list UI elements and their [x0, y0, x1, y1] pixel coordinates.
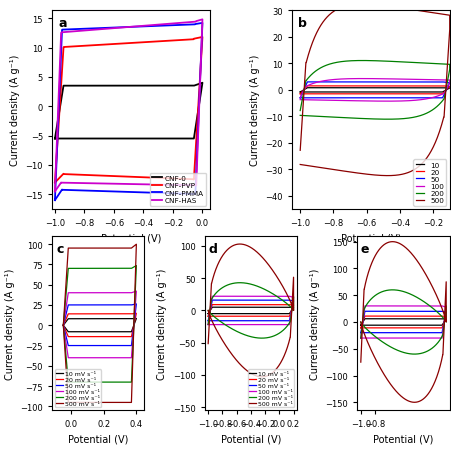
CNF-0 [117, 137, 122, 142]
CNF-PVP [52, 180, 58, 186]
CNF-PMMA [52, 198, 58, 203]
Text: b: b [298, 17, 306, 30]
Line: CNF-0: CNF-0 [55, 83, 202, 139]
CNF-PMMA [82, 27, 87, 32]
CNF-HAS [182, 21, 187, 26]
CNF-PVP [111, 174, 117, 179]
Legend: 10, 20, 50, 100, 200, 500: 10, 20, 50, 100, 200, 500 [413, 160, 445, 206]
Line: CNF-PMMA: CNF-PMMA [55, 24, 202, 201]
CNF-0 [52, 137, 58, 142]
CNF-0 [52, 137, 58, 142]
CNF-0 [111, 137, 117, 142]
CNF-HAS [117, 182, 122, 187]
Line: CNF-HAS: CNF-HAS [55, 20, 202, 192]
CNF-0 [182, 84, 187, 89]
X-axis label: Potential (V): Potential (V) [68, 434, 128, 444]
CNF-0 [199, 81, 205, 86]
CNF-HAS [199, 18, 205, 23]
CNF-PMMA [182, 23, 187, 28]
Y-axis label: Current density (A g⁻¹): Current density (A g⁻¹) [157, 268, 167, 379]
Y-axis label: Current density (A g⁻¹): Current density (A g⁻¹) [309, 268, 319, 379]
CNF-0 [144, 137, 150, 142]
CNF-HAS [52, 189, 58, 195]
CNF-0 [171, 84, 177, 89]
CNF-PMMA [52, 198, 58, 203]
CNF-PVP [82, 44, 87, 49]
X-axis label: Potential (V): Potential (V) [340, 233, 400, 243]
Text: d: d [208, 242, 216, 255]
CNF-PVP [117, 174, 122, 179]
X-axis label: Potential (V): Potential (V) [101, 233, 161, 243]
CNF-PVP [199, 35, 205, 41]
Legend: 10 mV s⁻¹, 20 mV s⁻¹, 50 mV s⁻¹, 100 mV s⁻¹, 200 mV s⁻¹, 500 mV s⁻¹: 10 mV s⁻¹, 20 mV s⁻¹, 50 mV s⁻¹, 100 mV … [55, 369, 101, 407]
Legend: 10 mV s⁻¹, 20 mV s⁻¹, 50 mV s⁻¹, 100 mV s⁻¹, 200 mV s⁻¹, 500 mV s⁻¹: 10 mV s⁻¹, 20 mV s⁻¹, 50 mV s⁻¹, 100 mV … [247, 369, 293, 407]
X-axis label: Potential (V): Potential (V) [220, 434, 281, 444]
CNF-PVP [52, 180, 58, 186]
Legend: CNF-0, CNF-PVP, CNF-PMMA, CNF-HAS: CNF-0, CNF-PVP, CNF-PMMA, CNF-HAS [149, 173, 206, 206]
CNF-PMMA [117, 189, 122, 195]
CNF-PVP [171, 39, 177, 44]
Text: e: e [360, 242, 368, 255]
CNF-HAS [52, 189, 58, 195]
Y-axis label: Current density (A g⁻¹): Current density (A g⁻¹) [5, 268, 14, 379]
CNF-HAS [171, 22, 177, 27]
CNF-PMMA [171, 23, 177, 29]
CNF-HAS [111, 182, 117, 187]
CNF-PMMA [144, 190, 150, 196]
CNF-PVP [144, 175, 150, 181]
X-axis label: Potential (V): Potential (V) [373, 434, 433, 444]
CNF-HAS [82, 29, 87, 34]
Text: c: c [56, 242, 64, 255]
CNF-0 [82, 84, 87, 89]
Text: a: a [58, 17, 67, 30]
CNF-HAS [144, 182, 150, 188]
CNF-PMMA [199, 21, 205, 27]
Y-axis label: Current density (A g⁻¹): Current density (A g⁻¹) [249, 55, 259, 166]
Line: CNF-PVP: CNF-PVP [55, 38, 202, 183]
CNF-PVP [182, 38, 187, 43]
CNF-PMMA [111, 189, 117, 195]
Y-axis label: Current density (A g⁻¹): Current density (A g⁻¹) [10, 55, 20, 166]
